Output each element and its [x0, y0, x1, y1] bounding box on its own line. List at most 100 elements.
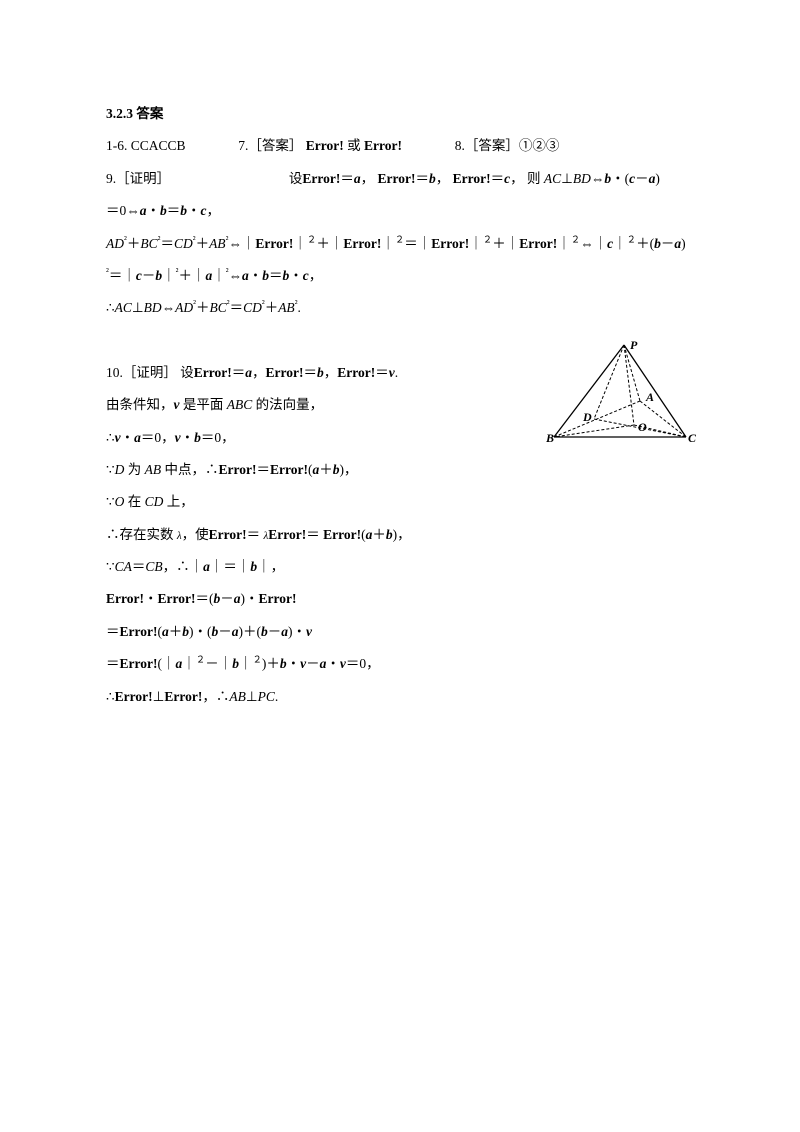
var-b: b [280, 656, 287, 671]
var-b: b [194, 430, 201, 445]
err: Error! [302, 171, 340, 186]
q9-line1: 9.［证明］ 设Error!＝a， Error!＝b， Error!＝c， 则 … [106, 163, 696, 195]
therefore: ∴ [106, 300, 115, 315]
q10-line4: ∵D 为 AB 中点，∴Error!＝Error!(a＋b)， [106, 454, 696, 486]
eq: ＝ [106, 656, 120, 671]
AB: AB [209, 236, 226, 251]
bar: ｜ [162, 268, 176, 283]
plus: ＋ [492, 236, 506, 251]
eq: ＝ [269, 268, 283, 283]
sq: ２ [196, 656, 205, 666]
eq: ＝ [256, 462, 270, 477]
iff: ⇔ [162, 300, 176, 315]
bar: ｜ [557, 236, 571, 251]
eq: ＝0， [141, 430, 175, 445]
q1-6: 1-6. CCACCB [106, 138, 186, 153]
err: Error! [343, 236, 381, 251]
label-C: C [688, 431, 696, 445]
BD: BD [573, 171, 591, 186]
text: 是平面 [180, 397, 227, 412]
because: ∵ [106, 462, 115, 477]
var-a: a [354, 171, 361, 186]
bar: ｜ [613, 236, 627, 251]
AC: AC [544, 171, 561, 186]
q10-line10: ＝Error!(｜a｜２－｜b｜２)＋b・v－a・v＝0， [106, 648, 696, 680]
iff: ⇔ [228, 236, 242, 251]
iff: ⇔ [580, 236, 594, 251]
err: Error! [453, 171, 491, 186]
eq: ＝ [375, 365, 389, 380]
comma: ， [309, 268, 323, 283]
AB: AB [278, 300, 295, 315]
period: . [298, 300, 301, 315]
sq: ２ [483, 235, 492, 245]
eq: ＝ [230, 300, 244, 315]
AD: AD [106, 236, 124, 251]
q7-err2: Error! [364, 138, 402, 153]
var-a: a [140, 203, 147, 218]
bar: ｜ [237, 559, 251, 574]
period: . [395, 365, 398, 380]
eq: ＝ [491, 171, 505, 186]
err: Error! [519, 236, 557, 251]
dot: ・ [611, 171, 625, 186]
label-D: D [582, 410, 592, 424]
dot: ・ [292, 624, 306, 639]
eq: ＝ [223, 559, 237, 574]
q10-line8: Error!・Error!＝(b－a)・Error! [106, 583, 696, 615]
var-a: a [242, 268, 249, 283]
q10-line6: ∴存在实数 λ，使Error!＝ λError!＝ Error!(a＋b)， [106, 519, 696, 551]
err: Error! [218, 462, 256, 477]
err: Error! [265, 365, 303, 380]
then: 则 [527, 171, 544, 186]
therefore: ∴ [106, 689, 115, 704]
CD: CD [174, 236, 193, 251]
text: 在 [124, 494, 144, 509]
dot: ・ [289, 268, 303, 283]
q10-line5: ∵O 在 CD 上， [106, 486, 696, 518]
dot: ・ [326, 656, 340, 671]
AD: AD [175, 300, 193, 315]
perp: ⊥ [132, 300, 144, 315]
err: Error! [106, 591, 144, 606]
O: O [115, 494, 125, 509]
ABC: ABC [227, 397, 253, 412]
q7-label: 7.［答案］ [238, 138, 302, 153]
eq: ＝ [404, 236, 418, 251]
tetrahedron-diagram: P A B C D O [546, 341, 696, 449]
minus: － [306, 656, 320, 671]
err: Error! [255, 236, 293, 251]
because: ∵ [106, 494, 115, 509]
plus: ＋ [372, 527, 386, 542]
because: ∵ [106, 559, 115, 574]
eq: ＝ [132, 559, 146, 574]
CA: CA [115, 559, 132, 574]
var-v: v [306, 624, 312, 639]
eq: ＝ [195, 591, 209, 606]
text: ，使 [182, 527, 209, 542]
bar: ｜ [594, 236, 608, 251]
dot: ・ [147, 203, 161, 218]
err: Error! [115, 689, 153, 704]
dot: ・ [121, 430, 135, 445]
bar: ｜ [506, 236, 520, 251]
bar: ｜ [210, 559, 224, 574]
bar: ｜ [219, 656, 233, 671]
comma: ， [510, 171, 524, 186]
var-b: b [654, 236, 661, 251]
cp: )， [339, 462, 357, 477]
q9-line4: ²＝｜c－b｜²＋｜a｜²⇔a・b＝b・c， [106, 260, 696, 292]
q10-label: 10.［证明］ 设 [106, 365, 194, 380]
sq: ２ [252, 656, 261, 666]
minus: － [635, 171, 649, 186]
q9-line3: AD²＋BC²＝CD²＋AB²⇔｜Error!｜２＋｜Error!｜２＝｜Err… [106, 228, 696, 260]
q10-line9: ＝Error!(a＋b)・(b－a)＋(b－a)・v [106, 616, 696, 648]
plus: ＋ [266, 656, 280, 671]
eq: ＝ [232, 365, 246, 380]
q10-line11: ∴Error!⊥Error!，∴AB⊥PC. [106, 681, 696, 713]
bar: ｜ [212, 268, 226, 283]
plus: ＋ [196, 300, 210, 315]
comma: ， [436, 171, 450, 186]
err: Error! [323, 527, 361, 542]
minus: － [218, 624, 232, 639]
